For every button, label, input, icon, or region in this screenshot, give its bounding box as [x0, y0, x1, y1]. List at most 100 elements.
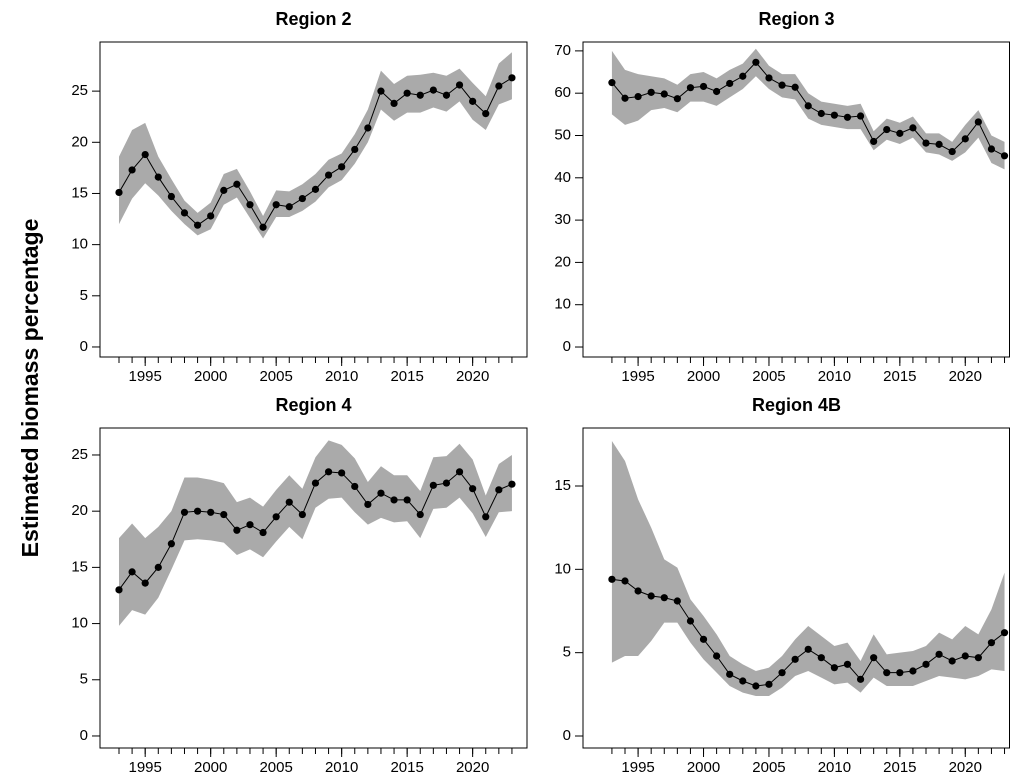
y-tick-label: 10: [554, 560, 571, 577]
x-tick-label: 2010: [325, 368, 358, 385]
data-point: [351, 482, 359, 491]
y-tick-label: 10: [554, 296, 571, 313]
data-point: [713, 652, 721, 660]
data-point: [791, 655, 799, 663]
data-point: [686, 84, 695, 92]
data-point: [830, 111, 838, 119]
data-point: [128, 166, 136, 174]
data-point: [403, 89, 411, 97]
data-point: [726, 670, 734, 678]
data-point: [948, 147, 956, 156]
data-point: [752, 58, 760, 66]
panel-title: Region 2: [275, 9, 351, 29]
confidence-band: [118, 440, 512, 626]
data-point: [673, 95, 681, 103]
data-point: [259, 223, 267, 231]
data-point: [699, 82, 708, 91]
data-point: [961, 135, 969, 143]
y-tick-label: 15: [554, 477, 571, 494]
data-point: [843, 660, 852, 668]
data-point: [154, 173, 162, 181]
data-point: [298, 510, 306, 519]
data-point: [193, 221, 202, 229]
data-point: [987, 145, 996, 153]
data-point: [272, 513, 280, 521]
data-point: [922, 660, 930, 668]
plot-frame: [99, 41, 528, 358]
data-point: [403, 496, 411, 504]
data-point: [935, 650, 943, 658]
data-point: [364, 124, 372, 132]
data-point: [141, 150, 149, 159]
data-point: [364, 500, 372, 509]
data-point: [739, 677, 747, 685]
data-point: [246, 201, 254, 209]
panel-title: Region 4: [275, 395, 351, 415]
data-point: [442, 91, 451, 99]
y-tick-label: 15: [71, 558, 88, 575]
x-tick-label: 2005: [259, 759, 292, 776]
y-tick-label: 15: [71, 184, 88, 201]
plot-frame: [99, 427, 528, 749]
data-point: [948, 657, 956, 665]
data-point: [634, 587, 642, 595]
x-tick-label: 2020: [456, 759, 489, 776]
data-point: [351, 145, 359, 154]
data-point: [961, 652, 969, 660]
y-tick-label: 0: [80, 338, 88, 355]
data-point: [338, 469, 346, 477]
data-point: [647, 592, 655, 600]
x-tick-label: 2010: [818, 759, 851, 776]
data-point: [508, 74, 516, 82]
data-point: [455, 81, 464, 89]
data-point: [817, 109, 825, 118]
x-tick-label: 2005: [259, 368, 292, 385]
data-point: [233, 180, 241, 188]
data-point: [909, 667, 917, 675]
data-point: [482, 110, 490, 118]
data-point: [180, 209, 189, 217]
data-point: [883, 669, 891, 677]
y-axis-label: Estimated biomass percentage: [17, 219, 43, 558]
x-tick-label: 2020: [949, 759, 982, 776]
x-tick-label: 2015: [390, 368, 423, 385]
data-point: [608, 79, 616, 87]
data-point: [935, 140, 943, 148]
data-point: [115, 188, 123, 197]
data-point: [909, 124, 917, 132]
data-point: [830, 664, 838, 672]
data-point: [429, 481, 437, 489]
data-point: [870, 137, 878, 146]
data-point: [765, 74, 773, 82]
y-tick-label: 70: [554, 42, 571, 59]
data-point: [390, 496, 398, 504]
data-point: [778, 669, 786, 677]
data-point: [883, 125, 891, 134]
x-tick-label: 1995: [129, 368, 162, 385]
x-tick-label: 1995: [621, 368, 654, 385]
data-point: [621, 577, 629, 585]
y-tick-label: 5: [80, 671, 88, 688]
data-point: [338, 163, 346, 171]
x-tick-label: 2000: [687, 368, 720, 385]
panel-title: Region 3: [758, 9, 834, 29]
y-tick-label: 20: [554, 253, 571, 270]
data-point: [922, 139, 930, 147]
y-tick-label: 30: [554, 211, 571, 228]
data-point: [115, 586, 123, 594]
y-tick-label: 0: [563, 338, 571, 355]
x-tick-label: 1995: [129, 759, 162, 776]
y-tick-label: 0: [80, 727, 88, 744]
data-point: [673, 597, 681, 605]
data-point: [141, 579, 149, 587]
data-point: [324, 468, 333, 476]
x-tick-label: 2005: [752, 368, 785, 385]
data-point: [469, 485, 477, 493]
x-tick-label: 2020: [949, 368, 982, 385]
y-tick-label: 40: [554, 169, 571, 186]
y-tick-label: 25: [71, 82, 88, 99]
data-point: [324, 171, 333, 179]
data-point: [233, 526, 241, 534]
data-point: [843, 113, 852, 121]
data-point: [804, 645, 812, 653]
